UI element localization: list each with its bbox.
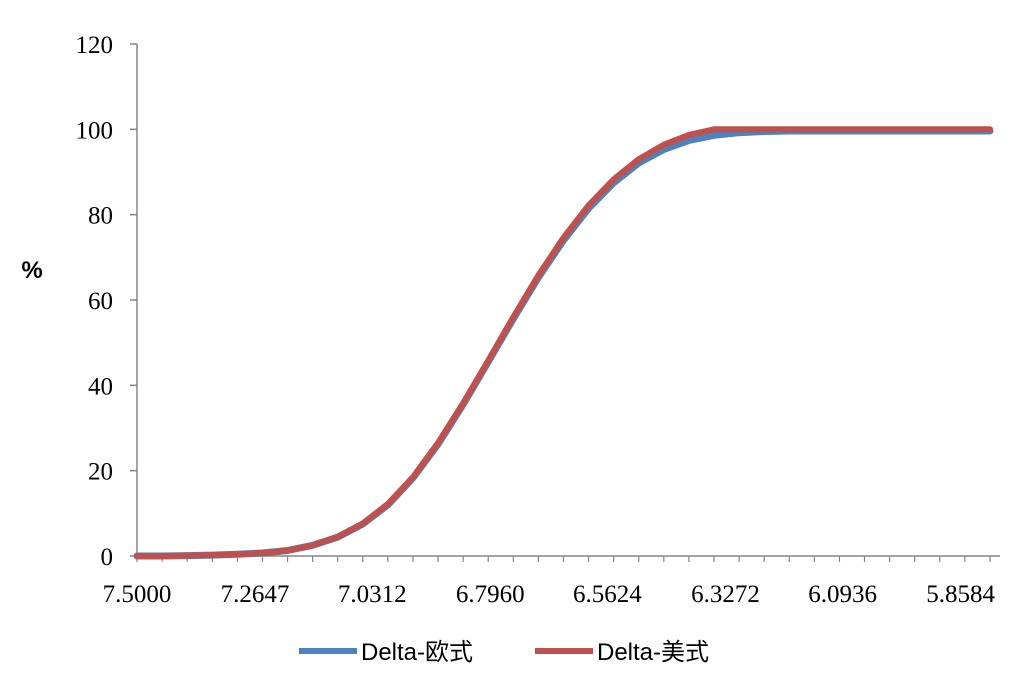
y-tick-label: 120 <box>76 32 114 59</box>
x-tick-label: 6.0936 <box>808 581 877 608</box>
legend-label-1: Delta-美式 <box>597 639 709 666</box>
y-axis-label: % <box>21 257 42 284</box>
legend-label-0: Delta-欧式 <box>361 639 473 666</box>
y-tick-label: 0 <box>101 544 114 571</box>
x-tick-label: 6.7960 <box>456 581 525 608</box>
y-tick-label: 20 <box>88 459 113 486</box>
x-tick-labels: 7.5000 7.2647 7.0312 6.7960 6.5624 6.3272 6.09… <box>103 581 996 608</box>
legend: Delta-欧式 Delta-美式 <box>299 639 709 666</box>
x-tick-label: 7.5000 <box>103 581 172 608</box>
y-tick-label: 60 <box>88 288 113 315</box>
y-tick-labels: 0 20 40 60 80 100 120 <box>76 32 114 571</box>
x-tick-label: 6.3272 <box>691 581 760 608</box>
series-lines <box>133 126 994 560</box>
y-tick-label: 100 <box>76 117 114 144</box>
axes <box>130 43 1000 562</box>
y-tick-label: 80 <box>88 203 113 230</box>
x-tick-label: 7.0312 <box>338 581 407 608</box>
x-tick-label: 5.8584 <box>926 581 995 608</box>
y-tick-label: 40 <box>88 373 113 400</box>
series-line-0 <box>133 127 994 560</box>
x-tick-label: 7.2647 <box>221 581 290 608</box>
series-line-1 <box>134 126 993 559</box>
x-tick-label: 6.5624 <box>573 581 642 608</box>
